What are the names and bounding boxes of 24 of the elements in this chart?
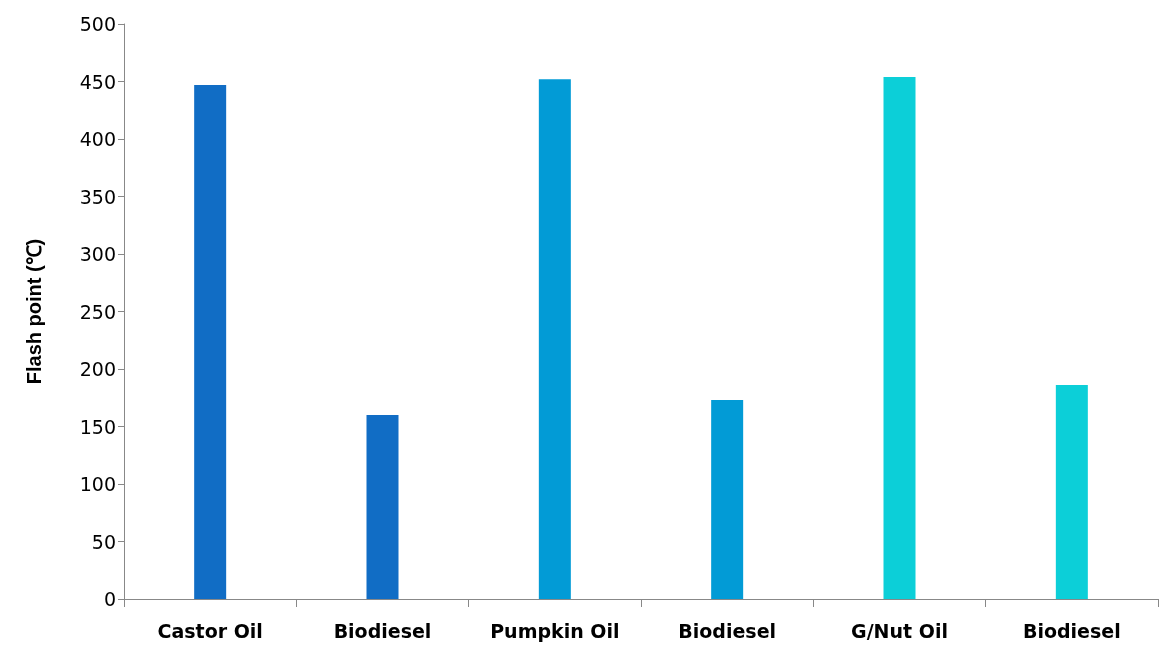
x-tick-label: Biodiesel [333,619,432,642]
bar [194,84,227,599]
bar [1055,385,1088,599]
bar [711,400,744,599]
y-tick-label: 500 [79,13,116,35]
y-tick-label: 50 [91,530,116,553]
y-tick-label: 0 [103,588,116,610]
x-tick-label: Biodiesel [678,619,777,642]
y-tick-label: 200 [79,358,116,380]
y-tick-label: 400 [79,128,116,150]
x-tick-label: G/Nut Oil [851,619,948,642]
y-tick-label: 350 [79,185,116,208]
y-tick-label: 250 [79,300,116,323]
y-tick-label: 450 [79,70,116,93]
y-tick-label: 300 [79,243,116,265]
bar [538,79,571,599]
y-tick-label: 150 [79,415,116,438]
y-tick-label: 100 [79,473,116,495]
bar [883,76,916,599]
y-axis-title: Flash point (℃) [23,238,45,385]
bar [366,415,399,599]
x-tick-label: Castor Oil [157,619,263,642]
x-tick-label: Biodiesel [1022,619,1121,642]
x-tick-label: Pumpkin Oil [490,619,620,642]
